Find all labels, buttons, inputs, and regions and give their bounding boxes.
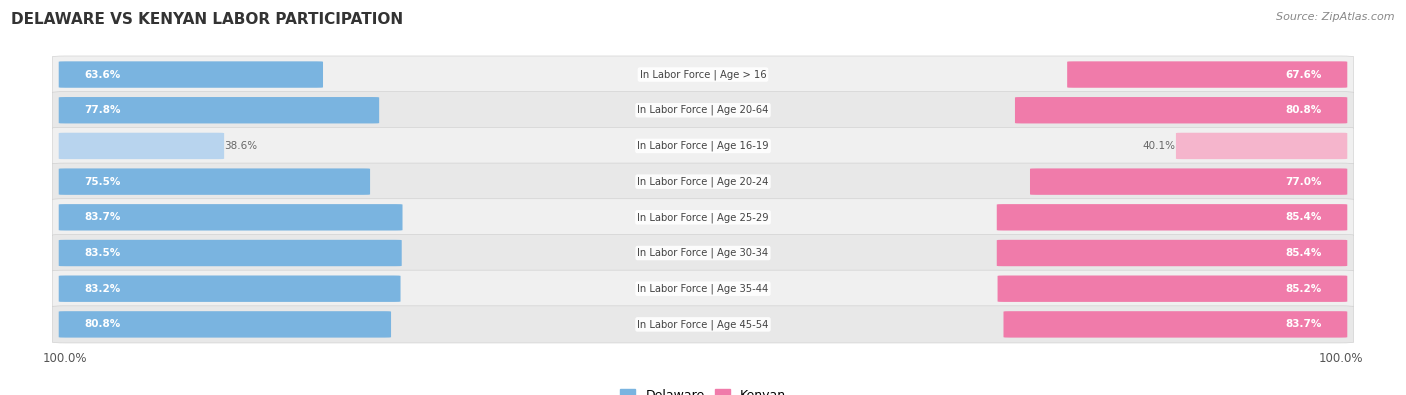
FancyBboxPatch shape [52,163,1354,200]
Text: 40.1%: 40.1% [1143,141,1175,151]
Legend: Delaware, Kenyan: Delaware, Kenyan [616,384,790,395]
Text: 83.2%: 83.2% [84,284,121,294]
FancyBboxPatch shape [59,133,224,159]
FancyBboxPatch shape [1067,61,1347,88]
Text: 63.6%: 63.6% [84,70,121,79]
Text: In Labor Force | Age 35-44: In Labor Force | Age 35-44 [637,284,769,294]
FancyBboxPatch shape [59,168,370,195]
FancyBboxPatch shape [52,270,1354,307]
Text: DELAWARE VS KENYAN LABOR PARTICIPATION: DELAWARE VS KENYAN LABOR PARTICIPATION [11,12,404,27]
Text: 83.7%: 83.7% [84,213,121,222]
FancyBboxPatch shape [52,56,1354,93]
Text: In Labor Force | Age 25-29: In Labor Force | Age 25-29 [637,212,769,222]
Text: Source: ZipAtlas.com: Source: ZipAtlas.com [1277,12,1395,22]
Text: 85.2%: 85.2% [1285,284,1322,294]
Text: 85.4%: 85.4% [1285,248,1322,258]
FancyBboxPatch shape [1031,168,1347,195]
Text: In Labor Force | Age 20-24: In Labor Force | Age 20-24 [637,177,769,187]
FancyBboxPatch shape [52,127,1354,164]
FancyBboxPatch shape [997,204,1347,231]
FancyBboxPatch shape [59,204,402,231]
Text: 80.8%: 80.8% [84,320,121,329]
Text: In Labor Force | Age 20-64: In Labor Force | Age 20-64 [637,105,769,115]
Text: In Labor Force | Age 30-34: In Labor Force | Age 30-34 [637,248,769,258]
Text: 38.6%: 38.6% [224,141,257,151]
FancyBboxPatch shape [52,235,1354,272]
FancyBboxPatch shape [52,306,1354,343]
FancyBboxPatch shape [59,311,391,338]
Text: 83.5%: 83.5% [84,248,121,258]
FancyBboxPatch shape [59,97,380,124]
FancyBboxPatch shape [59,240,402,266]
Text: 67.6%: 67.6% [1285,70,1322,79]
FancyBboxPatch shape [52,92,1354,129]
FancyBboxPatch shape [1015,97,1347,124]
Text: 77.0%: 77.0% [1285,177,1322,186]
FancyBboxPatch shape [998,275,1347,302]
FancyBboxPatch shape [997,240,1347,266]
Text: In Labor Force | Age 16-19: In Labor Force | Age 16-19 [637,141,769,151]
Text: In Labor Force | Age > 16: In Labor Force | Age > 16 [640,69,766,80]
FancyBboxPatch shape [1004,311,1347,338]
FancyBboxPatch shape [1175,133,1347,159]
Text: 77.8%: 77.8% [84,105,121,115]
Text: 75.5%: 75.5% [84,177,121,186]
Text: 83.7%: 83.7% [1285,320,1322,329]
Text: In Labor Force | Age 45-54: In Labor Force | Age 45-54 [637,319,769,330]
Text: 85.4%: 85.4% [1285,213,1322,222]
FancyBboxPatch shape [59,275,401,302]
Text: 80.8%: 80.8% [1285,105,1322,115]
FancyBboxPatch shape [52,199,1354,236]
FancyBboxPatch shape [59,61,323,88]
